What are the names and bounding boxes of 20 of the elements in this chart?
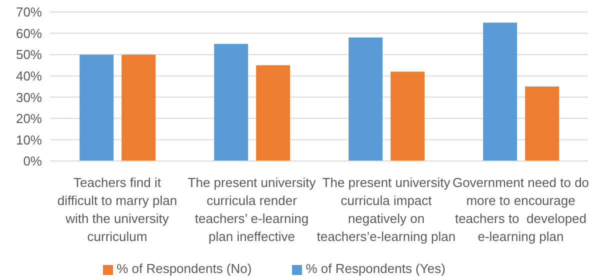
bar (483, 22, 518, 161)
bar (256, 65, 290, 161)
bar (348, 38, 383, 161)
bar (525, 86, 560, 161)
y-tick-label: 70% (16, 4, 42, 20)
bar (80, 54, 114, 161)
legend-label: % of Respondents (Yes) (306, 261, 446, 276)
x-tick-label: The present university curricula render teachers’ e-learning plan ineffective (188, 175, 316, 244)
y-tick-label: 30% (16, 90, 42, 105)
y-tick-label: 60% (16, 26, 42, 41)
y-tick-label: 20% (16, 111, 42, 126)
legend-label: % of Respondents (No) (116, 261, 252, 276)
y-tick-label: 50% (16, 47, 42, 62)
y-tick-label: 0% (23, 154, 42, 169)
y-tick-label: 40% (16, 68, 42, 84)
bar (122, 54, 156, 161)
y-tick-label: 10% (16, 132, 42, 148)
x-tick-label: Teachers find it difficult to marry plan with the university curriculum (57, 175, 178, 244)
bar (390, 72, 425, 161)
bar (214, 44, 248, 161)
